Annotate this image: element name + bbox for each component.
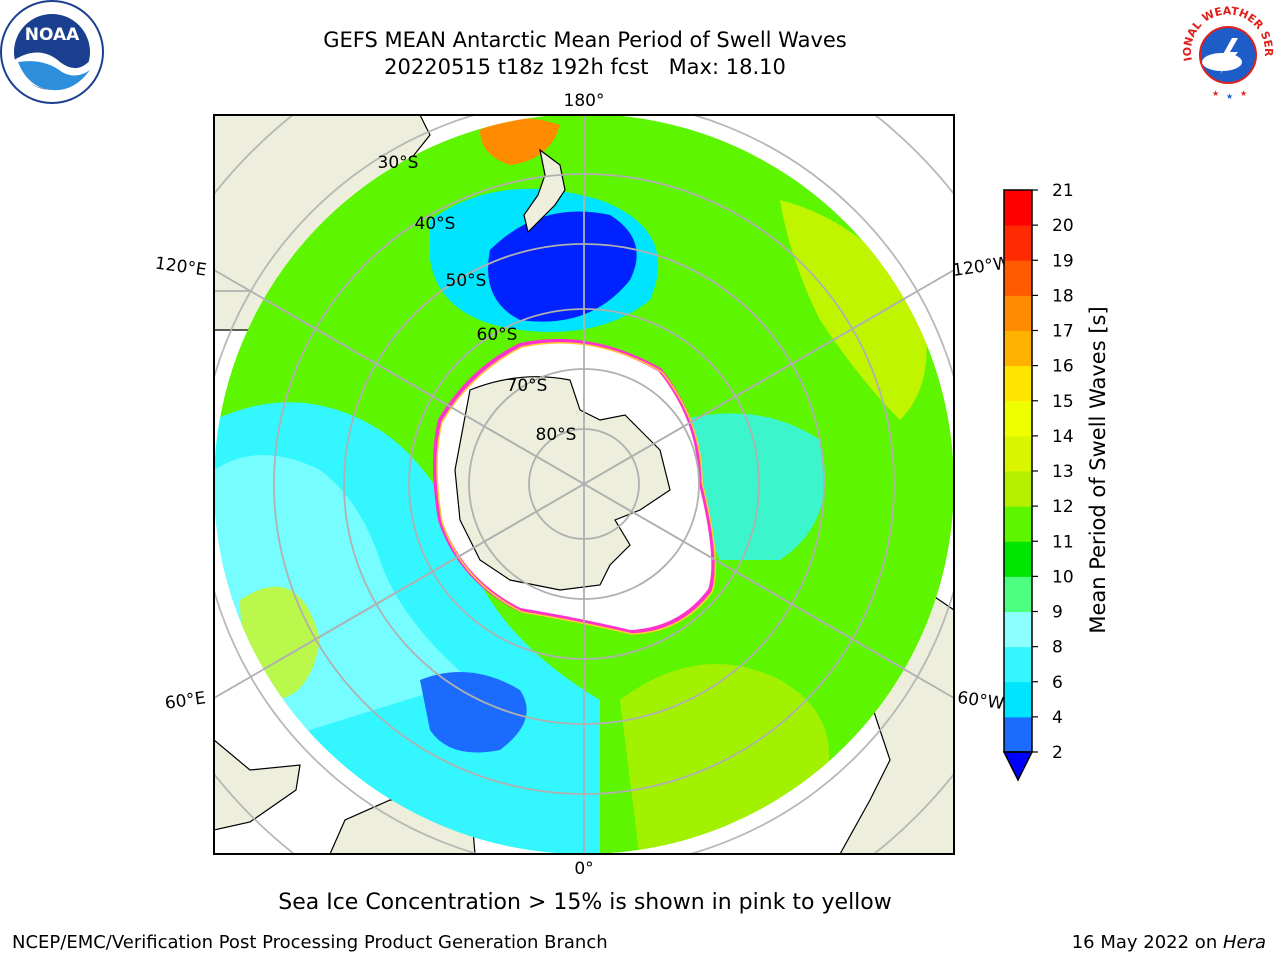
land-antarctica xyxy=(454,376,671,591)
date-host: Hera xyxy=(1222,932,1266,953)
colorbar-segment xyxy=(1004,225,1032,261)
date-prefix: 16 May 2022 on xyxy=(1071,932,1223,953)
colorbar-segment xyxy=(1004,506,1032,542)
credit-line: NCEP/EMC/Verification Post Processing Pr… xyxy=(12,932,608,953)
map-frame xyxy=(213,114,955,855)
colorbar-tick-label: 16 xyxy=(1052,357,1074,377)
colorbar-tick-label: 18 xyxy=(1052,286,1074,306)
colorbar-tick-label: 19 xyxy=(1052,251,1074,271)
colorbar-segment xyxy=(1004,611,1032,648)
colorbar-segment xyxy=(1004,541,1032,577)
colorbar-segment xyxy=(1004,646,1032,683)
noaa-logo-icon: NOAA xyxy=(0,0,104,104)
lat-label-30s: 30°S xyxy=(378,153,419,173)
lon-label-60e: 60°E xyxy=(164,688,207,713)
lat-label-50s: 50°S xyxy=(446,271,487,291)
lon-label-0: 0° xyxy=(574,859,593,879)
colorbar-tick-label: 11 xyxy=(1052,532,1074,552)
land-africa-corner xyxy=(214,739,301,831)
map-title: GEFS MEAN Antarctic Mean Period of Swell… xyxy=(323,28,847,52)
colorbar-segment xyxy=(1004,716,1032,753)
svg-text:★: ★ xyxy=(1240,89,1247,98)
colorbar-tick-label: 2 xyxy=(1052,743,1063,763)
land-new-zealand xyxy=(523,148,566,234)
colorbar-segment xyxy=(1004,681,1032,718)
svg-text:★: ★ xyxy=(1226,92,1233,101)
colorbar-tick-label: 12 xyxy=(1052,497,1074,517)
colorbar-segment xyxy=(1004,471,1032,507)
lat-label-80s: 80°S xyxy=(536,425,577,445)
colorbar-segment xyxy=(1004,260,1032,296)
colorbar-segment xyxy=(1004,400,1032,437)
colorbar-segment xyxy=(1004,435,1032,472)
colorbar-tick-label: 14 xyxy=(1052,427,1074,447)
noaa-logo-text: NOAA xyxy=(25,25,80,45)
sea-ice-note: Sea Ice Concentration > 15% is shown in … xyxy=(278,890,892,915)
colorbar-tick-label: 4 xyxy=(1052,708,1063,728)
nws-logo-icon: NATIONAL WEATHER SERVICE ★ ★ ★ xyxy=(1176,0,1276,101)
colorbar: 2 4 6 8 9 10 11 12 13 14 15 16 17 18 19 20 21 xyxy=(1002,181,1074,782)
map-subtitle: 20220515 t18z 192h fcst Max: 18.10 xyxy=(384,55,786,79)
colorbar-tick-label: 17 xyxy=(1052,322,1074,342)
colorbar-tick-label: 9 xyxy=(1052,603,1063,623)
colorbar-segment xyxy=(1004,295,1032,331)
colorbar-tick-label: 20 xyxy=(1052,216,1074,236)
colorbar-segment xyxy=(1004,330,1032,367)
colorbar-tick-label: 21 xyxy=(1052,181,1074,201)
colorbar-tick-label: 6 xyxy=(1052,673,1063,693)
colorbar-tick-label: 13 xyxy=(1052,462,1074,482)
lon-label-180: 180° xyxy=(564,91,605,111)
colorbar-tick-label: 15 xyxy=(1052,392,1074,412)
lat-label-40s: 40°S xyxy=(415,214,456,234)
colorbar-segment xyxy=(1004,365,1032,402)
colorbar-label: Mean Period of Swell Waves [s] xyxy=(1086,306,1110,633)
lat-label-70s: 70°S xyxy=(507,376,548,396)
lon-label-120e: 120°E xyxy=(154,254,208,281)
sea-ice-layer xyxy=(433,338,717,635)
graticule-outer xyxy=(214,115,954,854)
lat-label-60s: 60°S xyxy=(477,325,518,345)
colorbar-tick-label: 8 xyxy=(1052,638,1063,658)
date-line: 16 May 2022 on Hera xyxy=(1072,932,1266,953)
colorbar-tick-label: 10 xyxy=(1052,567,1074,587)
svg-text:★: ★ xyxy=(1212,89,1219,98)
lon-label-60w: 60°W xyxy=(956,688,1005,714)
colorbar-extend-arrow xyxy=(1002,751,1034,782)
colorbar-segment xyxy=(1004,190,1032,226)
lon-label-120w: 120°W xyxy=(951,253,1011,281)
colorbar-segment xyxy=(1004,576,1032,612)
